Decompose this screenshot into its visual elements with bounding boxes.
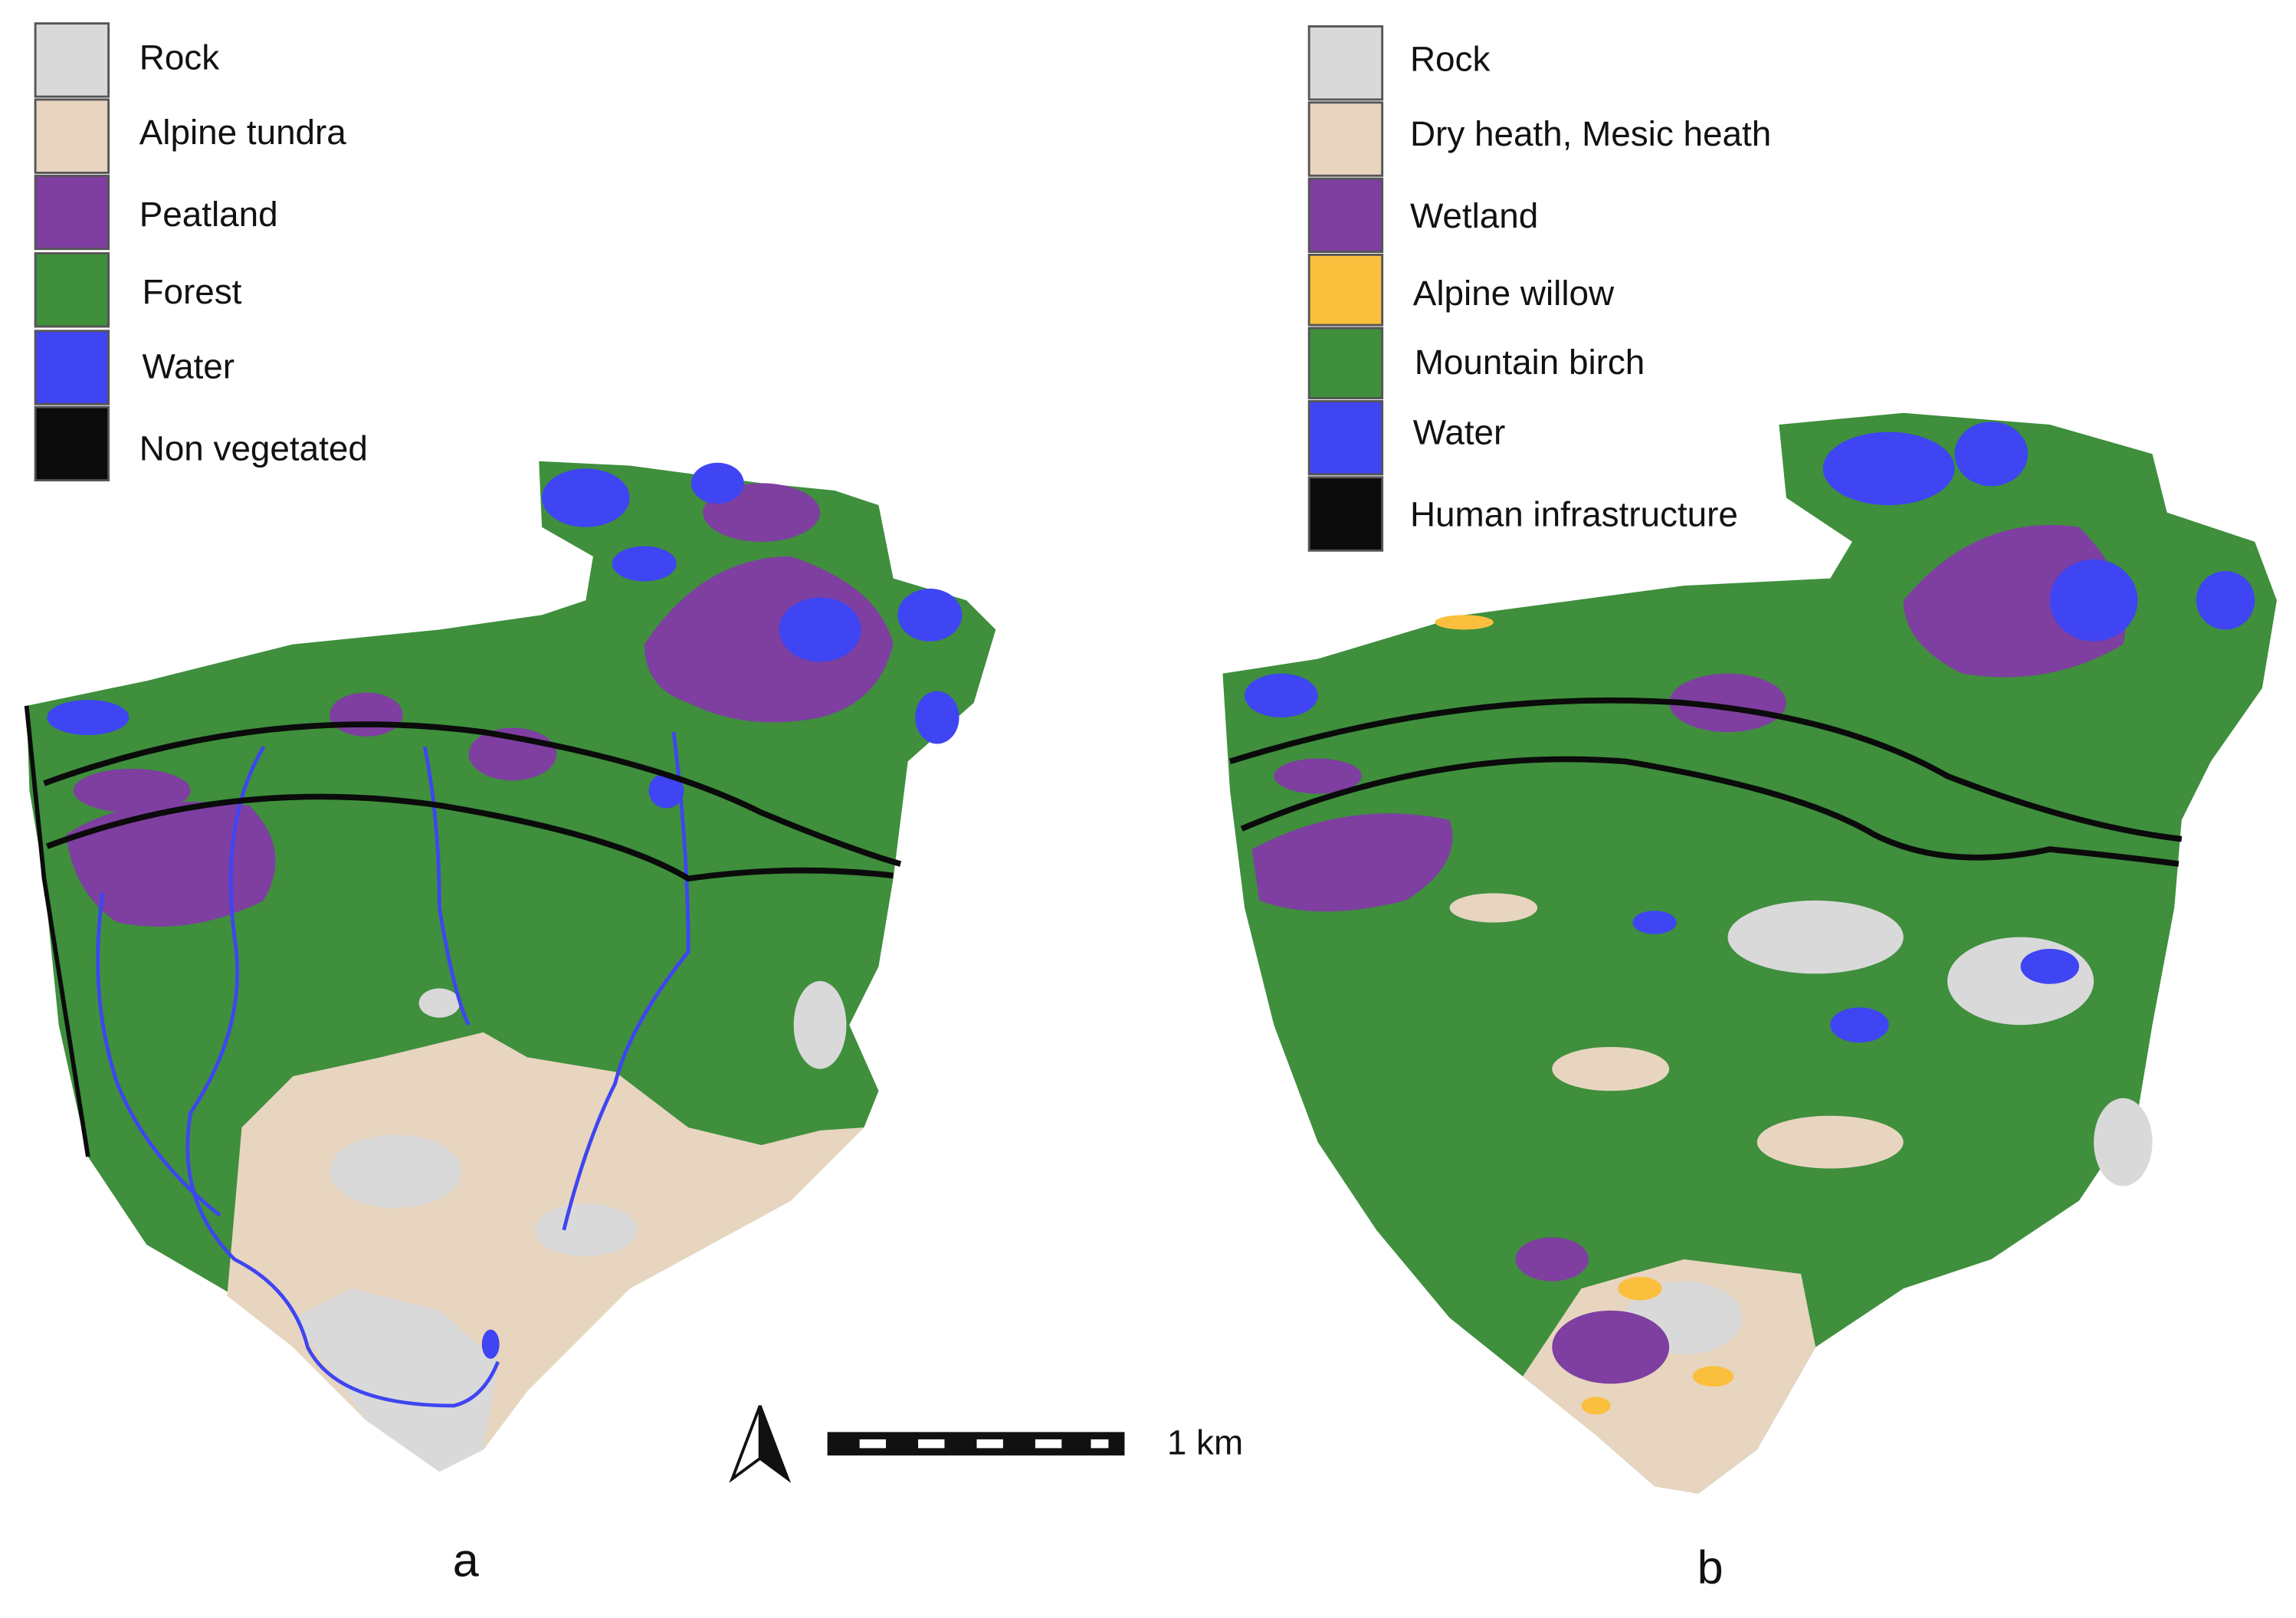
map-a-rock (793, 980, 847, 1069)
map-a-road (43, 721, 902, 867)
map-b-road (1228, 697, 2183, 842)
legend-swatch (34, 22, 110, 98)
map-b-willow (1435, 615, 1494, 630)
panel-label: b (1697, 1541, 1724, 1593)
map-a (24, 461, 996, 1472)
map-b-water (1632, 911, 1677, 934)
legend-a: Rock Alpine tundra Peatland Forest Water… (34, 22, 368, 482)
map-b-wetland (1274, 758, 1362, 794)
legend-label: Mountain birch (1415, 343, 1645, 382)
map-b-road (1240, 756, 2180, 867)
north-arrow (729, 1405, 792, 1483)
map-b-water (1822, 432, 1955, 506)
map-b-wetland (1903, 525, 2127, 678)
legend-swatch (34, 405, 110, 482)
map-a-river (562, 731, 690, 1231)
map-a-peatland (66, 801, 276, 927)
scale-bar: 1 km (827, 1423, 1243, 1462)
map-a-river (185, 746, 500, 1408)
map-a-rock (330, 1134, 462, 1209)
map-a-water (897, 588, 963, 642)
legend-label: Non vegetated (139, 429, 368, 468)
map-b-water (1954, 422, 2029, 487)
map-a-road (46, 793, 894, 882)
legend-swatch (1307, 327, 1384, 400)
legend-swatch (34, 330, 110, 405)
map-a-water (47, 700, 130, 736)
map-a-rock (418, 988, 461, 1018)
map-b-water (2020, 948, 2080, 984)
legend-swatch (34, 98, 110, 174)
map-a-water (648, 773, 684, 809)
map-a-water (542, 468, 630, 527)
map-a-edge (24, 705, 90, 1157)
map-b-wetland (1251, 813, 1453, 912)
legend-label: Water (143, 347, 235, 386)
map-a-peatland (73, 768, 191, 813)
map-b-rock (1727, 900, 1904, 974)
map-a-peatland (644, 556, 894, 723)
map-b-water (2049, 559, 2138, 642)
map-b-rock (2094, 1098, 2153, 1186)
map-a-water (690, 462, 744, 504)
map-b-heath (1552, 1046, 1670, 1091)
legend-swatch (1307, 253, 1384, 327)
legend-label: Wetland (1410, 196, 1538, 235)
map-a-water (612, 546, 677, 582)
map-a-water (915, 691, 959, 744)
map-b-willow (1581, 1396, 1611, 1415)
map-b-water (1830, 1007, 1889, 1043)
map-a-rock (534, 1203, 638, 1257)
map-b-water (2196, 571, 2255, 630)
map-a-rock (293, 1288, 498, 1472)
legend-label: Alpine tundra (139, 113, 347, 152)
legend-swatch (1307, 25, 1384, 101)
legend-label: Peatland (139, 195, 278, 234)
legend-swatch (1307, 101, 1384, 177)
legend-label: Rock (139, 38, 219, 77)
map-b-wetland (1669, 673, 1786, 733)
legend-swatch (34, 174, 110, 251)
legend-label: Water (1413, 413, 1506, 452)
scale-label: 1 km (1167, 1423, 1243, 1462)
panel-label: a (453, 1534, 479, 1586)
map-a-river (96, 893, 221, 1217)
map-a-peatland (330, 692, 403, 737)
legend-b: Rock Dry heath, Mesic heath Wetland Alpi… (1307, 25, 1771, 552)
legend-label: Dry heath, Mesic heath (1410, 114, 1771, 153)
legend-swatch (1307, 177, 1384, 254)
legend-label: Alpine willow (1413, 274, 1615, 313)
map-a-river (422, 746, 471, 1026)
legend-label: Human infrastructure (1410, 494, 1738, 533)
map-b-willow (1618, 1276, 1662, 1301)
map-b-rock (1947, 937, 2094, 1026)
map-a-water (779, 597, 861, 662)
map-b-water (1245, 673, 1318, 718)
map-b-wetland (1515, 1237, 1589, 1282)
map-b-willow (1692, 1366, 1734, 1387)
legend-label: Rock (1410, 39, 1490, 78)
map-a-water (481, 1329, 500, 1359)
map-b-heath (1449, 893, 1538, 923)
legend-label: Forest (143, 272, 242, 311)
map-b-heath (1756, 1115, 1904, 1169)
legend-swatch (1307, 476, 1384, 552)
legend-swatch (34, 252, 110, 328)
map-b (1222, 412, 2277, 1494)
map-b-wetland (1552, 1310, 1670, 1384)
legend-swatch (1307, 400, 1384, 476)
